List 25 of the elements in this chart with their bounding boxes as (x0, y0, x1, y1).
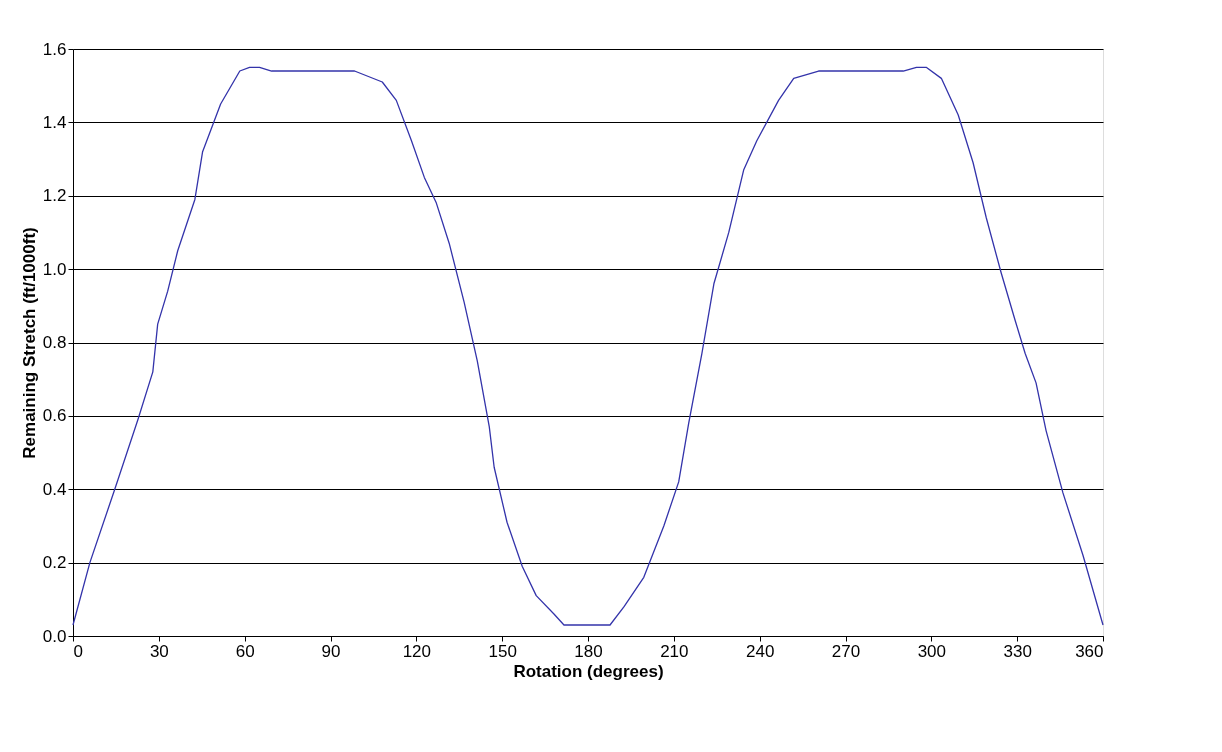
x-tick-label: 180 (574, 641, 603, 661)
x-tick-label: 60 (235, 641, 255, 661)
y-tick-label: 1.0 (42, 259, 67, 279)
x-tick-label: 120 (402, 641, 432, 661)
x-tick-label: 360 (1075, 641, 1104, 661)
x-tick-label: 0 (73, 641, 83, 661)
x-tick-label: 30 (149, 641, 169, 661)
y-tick-label: 0.0 (42, 626, 67, 646)
x-tick-label: 210 (660, 641, 689, 661)
x-tick-label: 330 (1003, 641, 1032, 661)
y-tick-label: 0.6 (42, 406, 67, 426)
y-tick-label: 1.4 (42, 112, 67, 132)
line-series (72, 66, 1104, 626)
x-tick-label: 300 (917, 641, 947, 661)
y-tick-label: 1.2 (42, 186, 67, 206)
y-tick-label: 0.2 (42, 553, 67, 573)
y-axis-title: Remaining Stretch (ft/1000ft) (19, 227, 39, 459)
y-tick-label: 0.8 (42, 333, 67, 352)
x-tick-label: 240 (745, 641, 775, 661)
x-tick-label: 90 (321, 641, 341, 661)
x-axis-title: Rotation (degrees) (513, 661, 664, 681)
y-tick-label: 1.6 (42, 39, 67, 59)
x-tick-label: 270 (831, 641, 861, 661)
y-tick-label: 0.4 (42, 479, 67, 499)
x-tick-label: 150 (488, 641, 517, 661)
